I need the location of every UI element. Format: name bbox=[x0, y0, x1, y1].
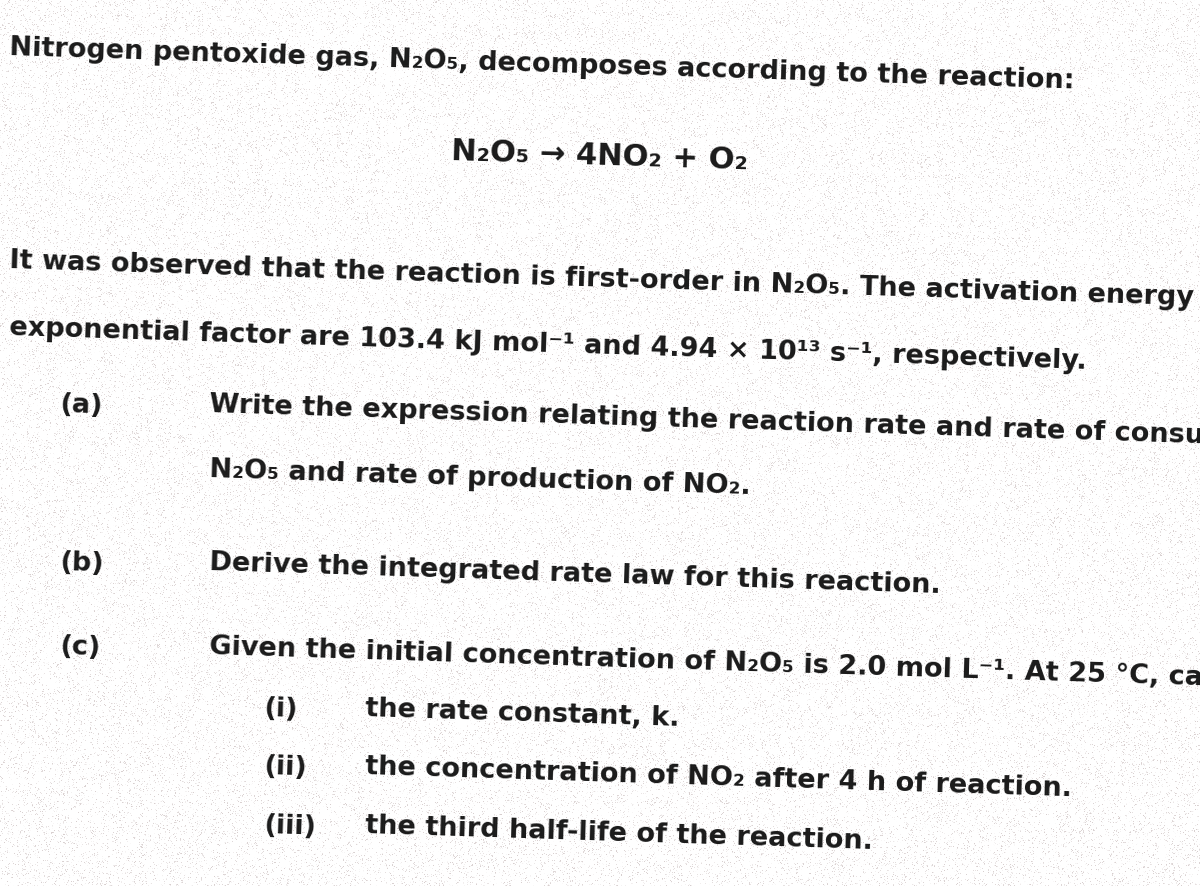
Text: the concentration of NO₂ after 4 h of reaction.: the concentration of NO₂ after 4 h of re… bbox=[365, 753, 1073, 801]
Text: (c): (c) bbox=[59, 633, 101, 661]
Text: N₂O₅ → 4NO₂ + O₂: N₂O₅ → 4NO₂ + O₂ bbox=[451, 137, 749, 175]
Text: (ii): (ii) bbox=[263, 753, 307, 781]
Text: the rate constant, k.: the rate constant, k. bbox=[365, 696, 680, 731]
Text: the third half-life of the reaction.: the third half-life of the reaction. bbox=[365, 812, 874, 854]
Text: (iii): (iii) bbox=[263, 812, 317, 840]
Text: Given the initial concentration of N₂O₅ is 2.0 mol L⁻¹. At 25 °C, calculate: Given the initial concentration of N₂O₅ … bbox=[209, 633, 1200, 694]
Text: exponential factor are 103.4 kJ mol⁻¹ and 4.94 × 10¹³ s⁻¹, respectively.: exponential factor are 103.4 kJ mol⁻¹ an… bbox=[8, 315, 1087, 374]
Text: N₂O₅ and rate of production of NO₂.: N₂O₅ and rate of production of NO₂. bbox=[209, 456, 751, 499]
Text: (i): (i) bbox=[263, 696, 298, 723]
Text: Write the expression relating the reaction rate and rate of consumption of: Write the expression relating the reacti… bbox=[209, 392, 1200, 454]
Text: Nitrogen pentoxide gas, N₂O₅, decomposes according to the reaction:: Nitrogen pentoxide gas, N₂O₅, decomposes… bbox=[8, 35, 1074, 95]
Text: (a): (a) bbox=[59, 392, 103, 419]
Text: Derive the integrated rate law for this reaction.: Derive the integrated rate law for this … bbox=[209, 549, 941, 598]
Text: (b): (b) bbox=[59, 549, 104, 577]
Text: It was observed that the reaction is first-order in N₂O₅. The activation energy : It was observed that the reaction is fir… bbox=[8, 248, 1200, 315]
